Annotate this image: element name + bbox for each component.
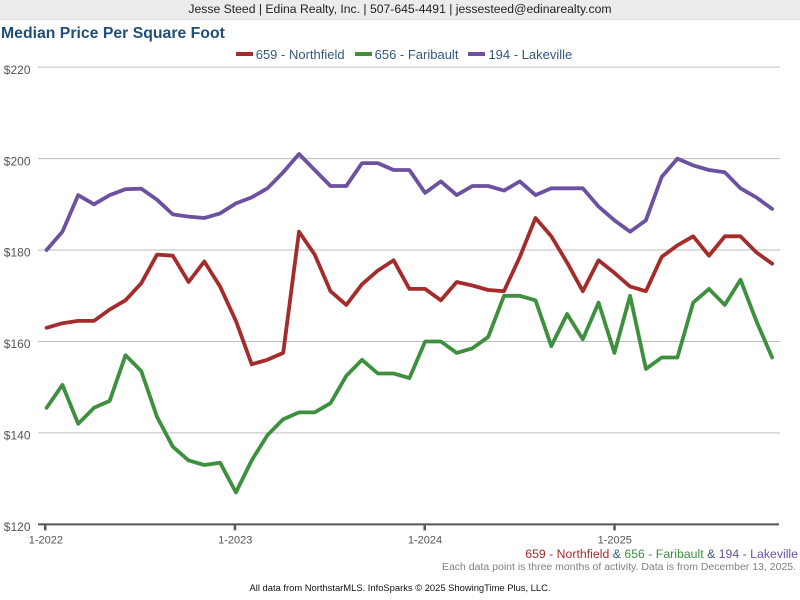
svg-text:$220: $220: [4, 63, 31, 77]
svg-text:1-2022: 1-2022: [29, 535, 63, 547]
svg-text:1-2024: 1-2024: [408, 535, 442, 547]
svg-text:$180: $180: [4, 246, 31, 260]
svg-text:$140: $140: [4, 429, 31, 443]
svg-text:$120: $120: [4, 520, 31, 534]
svg-text:$200: $200: [4, 154, 31, 168]
svg-text:$160: $160: [4, 337, 31, 351]
svg-text:1-2023: 1-2023: [218, 535, 252, 547]
svg-text:1-2025: 1-2025: [598, 535, 632, 547]
